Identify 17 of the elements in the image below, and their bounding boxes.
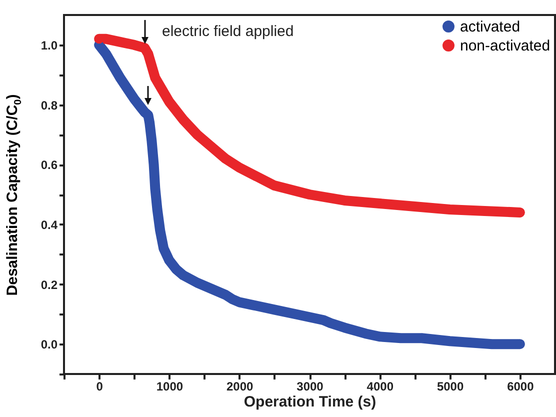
y-tick-label: 0.8 [40,98,58,112]
y-tick-label: 0.4 [40,218,58,232]
legend-label: non-activated [460,38,550,54]
x-axis-title: Operation Time (s) [244,394,376,410]
x-tick-label: 0 [96,380,104,394]
y-tick-label: 0.2 [40,278,58,292]
x-tick-label: 3000 [296,380,324,394]
y-tick-label: 0.0 [40,338,58,352]
y-tick-label: 0.6 [40,158,58,172]
legend-label: activated [460,18,520,36]
x-tick-label: 5000 [436,380,464,394]
x-tick-label: 1000 [156,380,184,394]
x-tick-label: 6000 [507,380,534,394]
x-tick-label: 4000 [366,380,394,394]
y-tick-label: 1.0 [40,38,58,52]
annotation: electric field applied [162,23,294,40]
x-tick-label: 2000 [226,380,254,394]
